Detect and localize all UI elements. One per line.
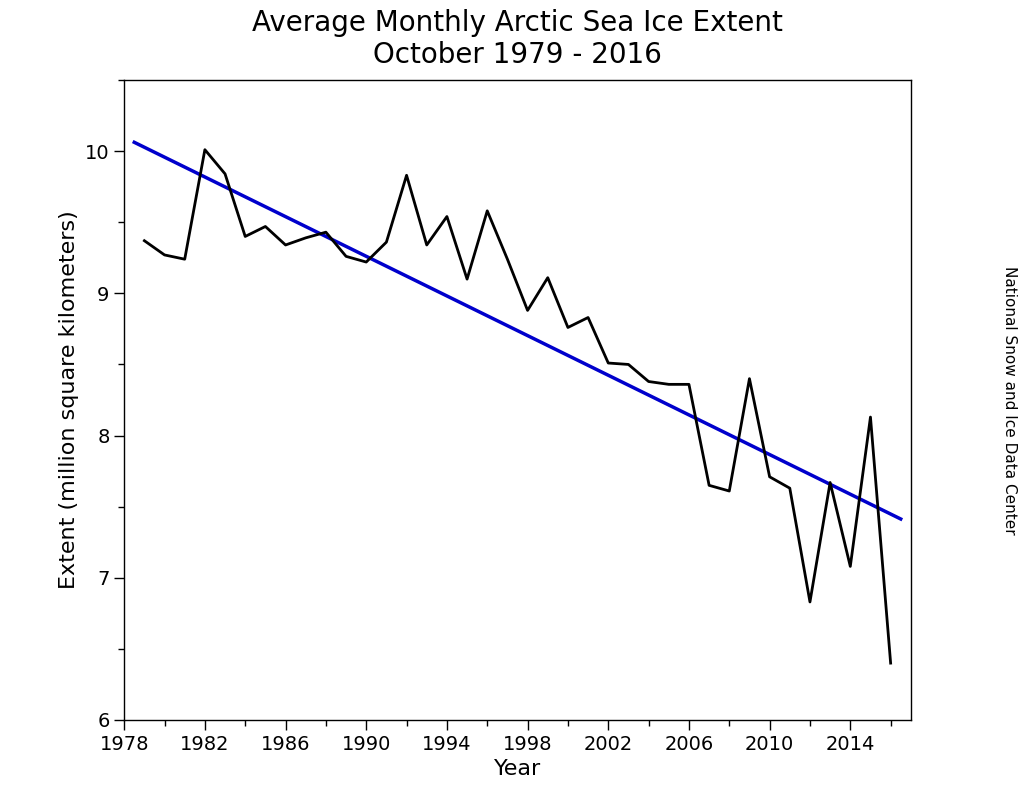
Text: National Snow and Ice Data Center: National Snow and Ice Data Center (1002, 266, 1016, 534)
X-axis label: Year: Year (494, 759, 541, 779)
Y-axis label: Extent (million square kilometers): Extent (million square kilometers) (59, 210, 80, 590)
Title: Average Monthly Arctic Sea Ice Extent
October 1979 - 2016: Average Monthly Arctic Sea Ice Extent Oc… (253, 9, 782, 70)
